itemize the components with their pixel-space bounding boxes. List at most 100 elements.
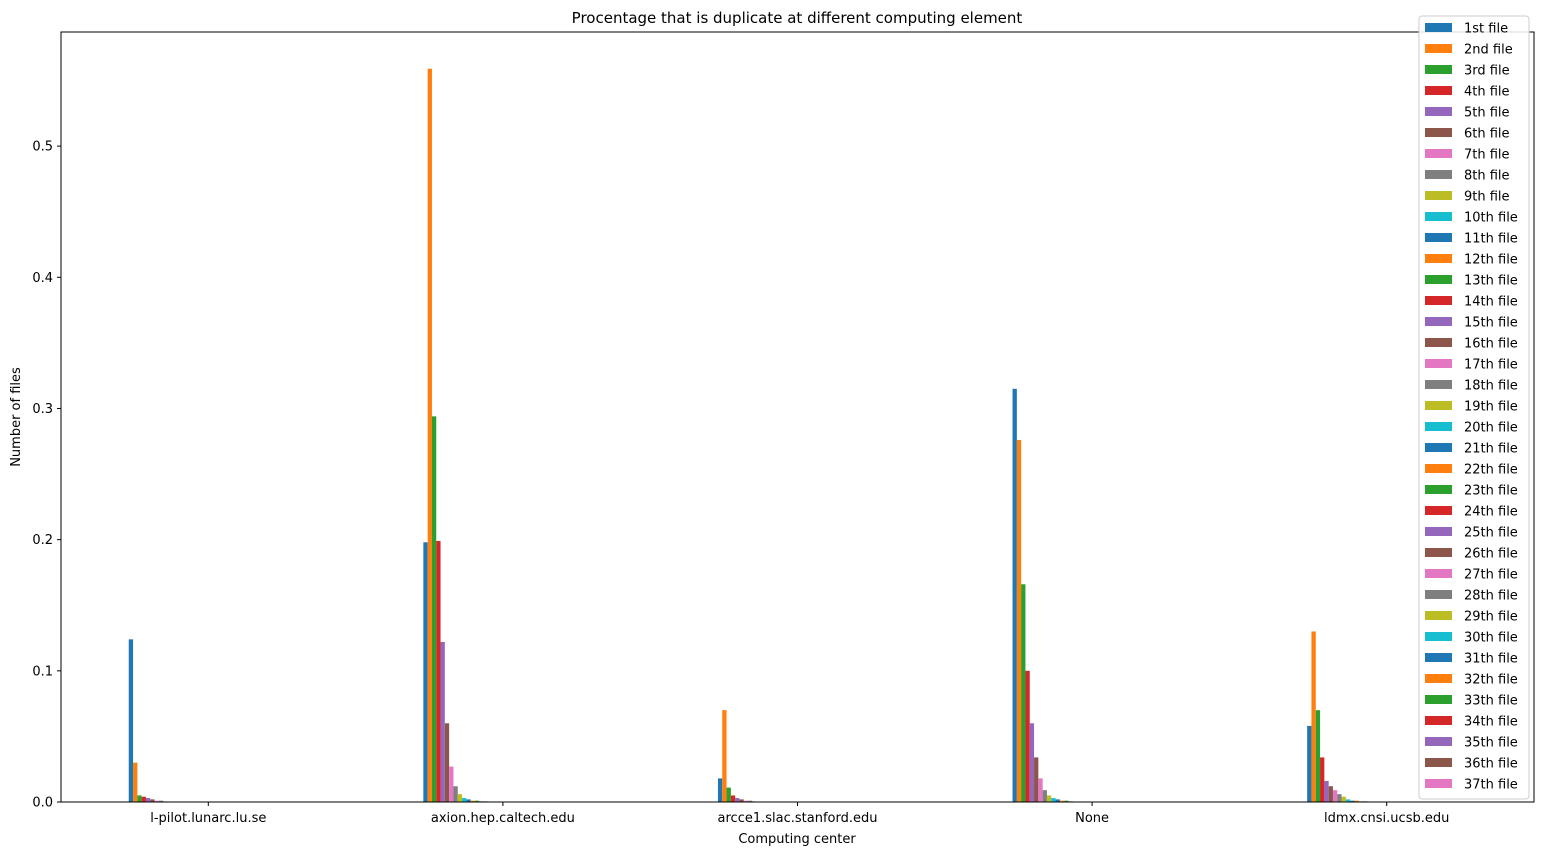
legend-swatch (1425, 65, 1452, 74)
x-tick-label: None (1075, 811, 1109, 826)
bar (1029, 723, 1035, 802)
legend-label: 23th file (1464, 484, 1518, 499)
bar (466, 799, 471, 802)
legend-label: 21th file (1464, 442, 1518, 457)
bar (453, 786, 458, 802)
legend-label: 25th file (1464, 526, 1518, 541)
bar (1046, 795, 1052, 802)
legend-label: 36th file (1464, 757, 1518, 772)
legend-swatch (1425, 695, 1452, 704)
bar (717, 778, 723, 802)
legend-label: 19th file (1464, 400, 1518, 415)
bar (1042, 790, 1047, 802)
legend-label: 22th file (1464, 463, 1518, 478)
bar (1341, 796, 1346, 802)
legend-label: 35th file (1464, 736, 1518, 751)
legend-label: 3rd file (1464, 64, 1510, 79)
y-tick-label: 0.5 (32, 140, 53, 155)
legend-label: 15th file (1464, 316, 1518, 331)
chart-title: Procentage that is duplicate at differen… (572, 9, 1023, 27)
bar (427, 68, 432, 803)
legend-swatch (1425, 191, 1452, 200)
bar (1345, 799, 1351, 802)
bar (730, 795, 736, 802)
legend-swatch (1425, 149, 1452, 158)
legend-swatch (1425, 737, 1452, 746)
legend-label: 20th file (1464, 421, 1518, 436)
legend-swatch (1425, 233, 1452, 242)
legend-swatch (1425, 44, 1452, 53)
x-tick-label: ldmx.cnsi.ucsb.edu (1324, 811, 1449, 826)
x-axis-title: Computing center (738, 832, 856, 847)
legend-label: 37th file (1464, 778, 1518, 793)
legend-swatch (1425, 296, 1452, 305)
y-tick-label: 0.4 (32, 271, 53, 286)
bar (470, 800, 475, 802)
bar (436, 540, 441, 802)
legend-label: 30th file (1464, 631, 1518, 646)
legend-label: 14th file (1464, 295, 1518, 310)
bar (440, 641, 445, 802)
legend-swatch (1425, 464, 1452, 473)
bar (431, 416, 437, 802)
bar (150, 799, 155, 802)
legend-swatch (1425, 23, 1452, 32)
legend-label: 8th file (1464, 169, 1510, 184)
bar (1354, 800, 1359, 802)
bar (726, 787, 731, 802)
bar (158, 800, 164, 802)
bar (423, 542, 428, 802)
legend-swatch (1425, 758, 1452, 767)
bar (1038, 778, 1043, 802)
legend-label: 24th file (1464, 505, 1518, 520)
bar (154, 800, 159, 802)
legend-label: 18th file (1464, 379, 1518, 394)
bar (474, 800, 480, 802)
legend-swatch (1425, 653, 1452, 662)
legend-swatch (1425, 506, 1452, 515)
legend-swatch (1425, 86, 1452, 95)
legend: 1st file 2nd file 3rd file 4th file 5th file… (1418, 15, 1530, 800)
legend-label: 31th file (1464, 652, 1518, 667)
bar (1328, 786, 1333, 802)
bar (739, 799, 744, 802)
legend-swatch (1425, 548, 1452, 557)
legend-label: 32th file (1464, 673, 1518, 688)
bar (145, 798, 151, 802)
y-tick-label: 0.3 (32, 402, 53, 417)
bars-layer (128, 68, 1389, 803)
legend-swatch (1425, 107, 1452, 116)
legend-label: 1st file (1464, 22, 1508, 37)
x-axis: l-pilot.lunarc.lu.se axion.hep.caltech.ed… (150, 802, 1449, 826)
legend-swatch (1425, 212, 1452, 221)
legend-swatch (1425, 338, 1452, 347)
bar (743, 800, 749, 802)
bar (133, 762, 138, 802)
legend-label: 34th file (1464, 715, 1518, 730)
legend-label: 2nd file (1464, 43, 1513, 58)
legend-swatch (1425, 254, 1452, 263)
bar (1055, 799, 1060, 802)
legend-swatch (1425, 674, 1452, 683)
legend-label: 29th file (1464, 610, 1518, 625)
y-axis-title: Number of files (9, 367, 24, 467)
legend-label: 6th file (1464, 127, 1510, 142)
bar (1016, 439, 1022, 802)
bar (1320, 757, 1325, 802)
bar (1034, 757, 1039, 802)
bar (1315, 710, 1321, 802)
legend-label: 9th file (1464, 190, 1510, 205)
legend-swatch (1425, 590, 1452, 599)
bar (128, 639, 134, 802)
bar (1012, 388, 1017, 802)
legend-swatch (1425, 128, 1452, 137)
bar (137, 795, 142, 802)
legend-swatch (1425, 275, 1452, 284)
legend-label: 4th file (1464, 85, 1510, 100)
legend-swatch (1425, 632, 1452, 641)
x-tick-label: l-pilot.lunarc.lu.se (150, 811, 266, 826)
legend-label: 7th file (1464, 148, 1510, 163)
legend-label: 11th file (1464, 232, 1518, 247)
